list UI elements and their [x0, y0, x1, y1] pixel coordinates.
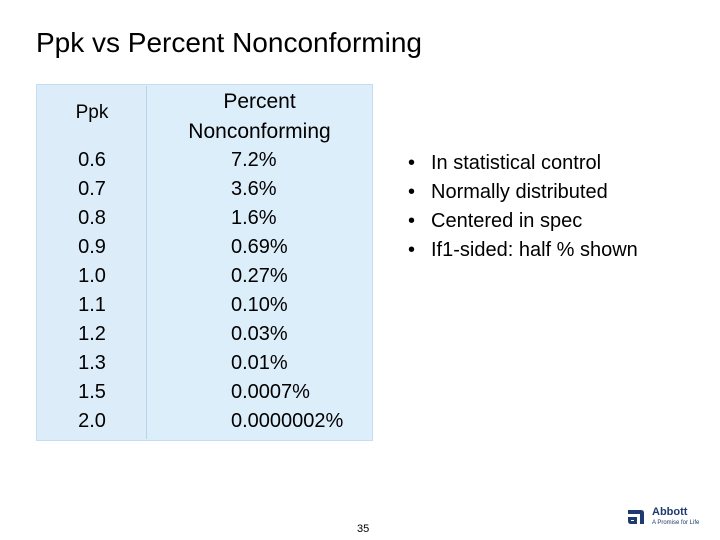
list-item-text: Centered in spec	[431, 210, 583, 232]
ppk-cell: 1.1	[78, 294, 106, 316]
ppk-cell: 0.9	[78, 236, 106, 258]
page-number: 35	[357, 523, 370, 535]
percent-cell: 0.0007%	[231, 381, 310, 403]
ppk-cell: 1.0	[78, 265, 106, 287]
percent-header-line1: Percent	[223, 90, 296, 113]
ppk-table: Ppk 0.6 0.7 0.8 0.9 1.0 1.1 1.2 1.3 1.5 …	[36, 84, 373, 441]
percent-cell: 0.27%	[231, 265, 288, 287]
list-item: • In statistical control	[395, 149, 638, 178]
percent-cell: 3.6%	[231, 178, 277, 200]
percent-cell: 0.01%	[231, 352, 288, 374]
list-item-text: If1-sided: half % shown	[431, 239, 638, 261]
percent-cell: 0.0000002%	[231, 410, 344, 432]
slide-title: Ppk vs Percent Nonconforming	[36, 27, 422, 58]
ppk-header: Ppk	[75, 102, 109, 123]
assumptions-list: • In statistical control • Normally distri…	[395, 149, 638, 265]
percent-cell: 0.03%	[231, 323, 288, 345]
abbott-logo: Abbott A Promise for Life	[626, 506, 706, 530]
ppk-cell: 1.5	[78, 381, 106, 403]
list-item-text: In statistical control	[431, 152, 602, 174]
ppk-cell: 2.0	[78, 410, 106, 432]
percent-header-line2: Nonconforming	[188, 120, 331, 143]
ppk-cell: 0.8	[78, 207, 106, 229]
bullet-icon: •	[408, 181, 416, 203]
list-item-text: Normally distributed	[431, 181, 608, 203]
bullet-icon: •	[408, 210, 416, 232]
ppk-cell: 0.6	[78, 149, 106, 171]
ppk-column: Ppk 0.6 0.7 0.8 0.9 1.0 1.1 1.2 1.3 1.5 …	[37, 85, 147, 440]
list-item: • Centered in spec	[395, 207, 638, 236]
ppk-column-background	[38, 86, 147, 439]
percent-cell: 1.6%	[231, 207, 277, 229]
percent-cell: 7.2%	[231, 149, 277, 171]
list-item: • Normally distributed	[395, 178, 638, 207]
ppk-cell: 0.7	[78, 178, 106, 200]
ppk-cell: 1.2	[78, 323, 106, 345]
abbott-mark-icon	[628, 510, 644, 524]
logo-tagline: A Promise for Life	[652, 520, 700, 526]
percent-column: Percent Nonconforming 7.2% 3.6% 1.6% 0.6…	[147, 85, 372, 440]
percent-cell: 0.69%	[231, 236, 288, 258]
percent-header: Percent Nonconforming	[147, 87, 372, 147]
ppk-cell: 1.3	[78, 352, 106, 374]
bullet-icon: •	[408, 239, 416, 261]
percent-cell: 0.10%	[231, 294, 288, 316]
list-item: • If1-sided: half % shown	[395, 236, 638, 265]
logo-name: Abbott	[652, 506, 688, 518]
bullet-icon: •	[408, 152, 416, 174]
